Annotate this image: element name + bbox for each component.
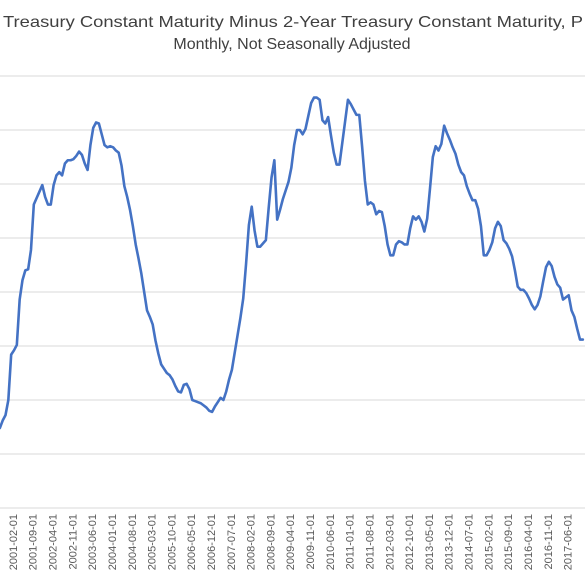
x-tick-label: 2013-05-01	[424, 514, 436, 570]
x-tick-label: 2014-07-01	[464, 514, 476, 570]
x-tick-label: 2016-11-01	[543, 514, 555, 569]
x-tick-label: 2005-03-01	[147, 514, 159, 570]
data-line	[0, 96, 585, 430]
x-tick-label: 2009-11-01	[305, 514, 317, 569]
x-tick-label: 2002-11-01	[67, 514, 79, 569]
chart-title: Treasury Constant Maturity Minus 2-Year …	[3, 14, 583, 31]
x-tick-label: 2004-08-01	[127, 514, 139, 570]
x-tick-label: 2001-02-01	[8, 514, 20, 570]
x-tick-label: 2015-02-01	[483, 514, 495, 570]
x-tick-label: 2012-10-01	[404, 514, 416, 570]
x-tick-label: 2005-10-01	[166, 514, 178, 570]
x-tick-label: 2013-12-01	[444, 514, 456, 570]
x-tick-label: 2002-04-01	[48, 514, 60, 570]
x-tick-label: 2011-01-01	[345, 514, 357, 569]
x-tick-label: 2016-04-01	[523, 514, 535, 570]
x-tick-label: 2011-08-01	[364, 514, 376, 569]
x-tick-label: 2017-06-01	[563, 514, 575, 570]
x-tick-label: 2012-03-01	[384, 514, 396, 570]
x-tick-label: 2009-04-01	[285, 514, 297, 570]
x-tick-label: 2008-02-01	[246, 514, 258, 570]
x-tick-label: 2008-09-01	[265, 514, 277, 570]
x-tick-label: 2007-07-01	[226, 514, 238, 570]
x-tick-label: 2010-06-01	[325, 514, 337, 570]
x-tick-label: 2004-01-01	[107, 514, 119, 570]
x-tick-label: 2003-06-01	[87, 514, 99, 570]
x-tick-label: 2001-09-01	[28, 514, 40, 570]
x-tick-label: 2006-12-01	[206, 514, 218, 570]
x-tick-label: 2015-09-01	[503, 514, 515, 570]
x-tick-label: 2006-05-01	[186, 514, 198, 570]
chart-subtitle: Monthly, Not Seasonally Adjusted	[173, 36, 410, 53]
